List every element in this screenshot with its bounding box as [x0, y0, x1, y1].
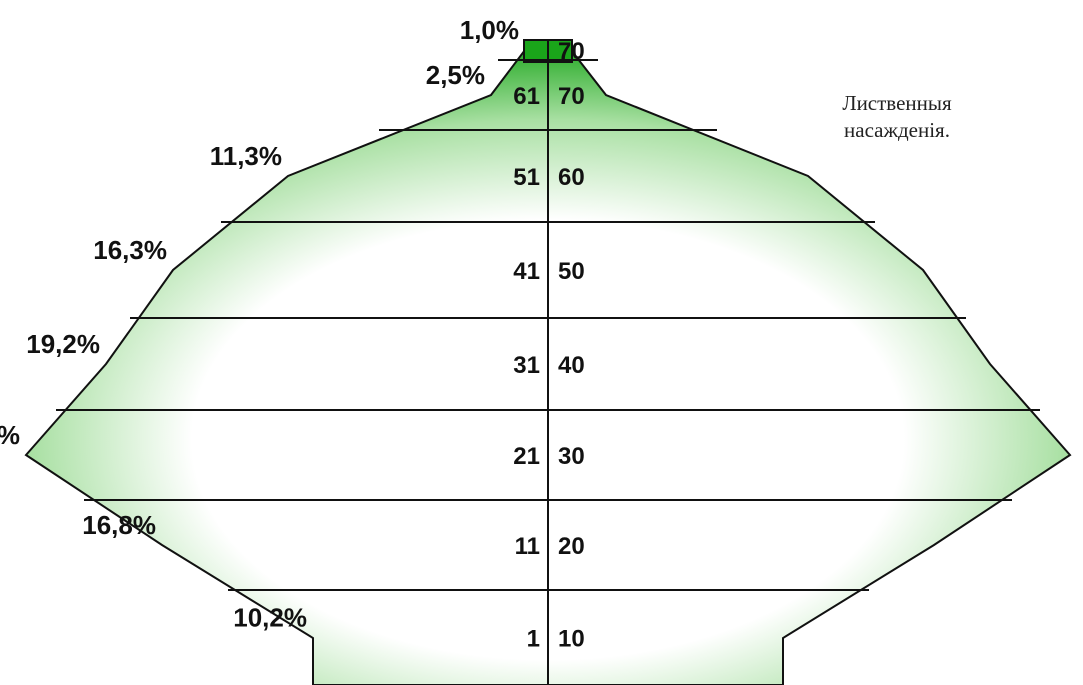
band-percent-label: 16,8%: [82, 510, 156, 540]
band-percent-label: 16,3%: [93, 235, 167, 265]
band-percent-label: 11,3%: [210, 141, 282, 171]
band-label-right: 30: [558, 443, 585, 470]
chart-title-line-1: Лиственныя: [842, 91, 952, 115]
band-label-left: 1: [527, 626, 540, 653]
band-label-right: 70: [558, 83, 585, 110]
band-label-right: 10: [558, 626, 585, 653]
chart-title-line-2: насажденія.: [844, 118, 950, 142]
band-percent-label: 1,0%: [460, 15, 519, 45]
band-percent-label: 22,7%: [0, 420, 20, 450]
band-label-right: 40: [558, 352, 585, 379]
band-label-left: 61: [513, 83, 540, 110]
band-label-right: 50: [558, 258, 585, 285]
band-percent-label: 2,5%: [426, 60, 485, 90]
band-label-right: 70: [558, 38, 585, 65]
band-label-left: 31: [513, 352, 540, 379]
band-percent-label: 19,2%: [26, 329, 100, 359]
band-label-left: 21: [513, 443, 540, 470]
band-percent-label: 10,2%: [233, 603, 307, 633]
band-label-left: 41: [513, 258, 540, 285]
band-label-left: 11: [515, 533, 540, 560]
band-label-left: 51: [513, 164, 540, 191]
band-label-right: 60: [558, 164, 585, 191]
band-label-right: 20: [558, 533, 585, 560]
